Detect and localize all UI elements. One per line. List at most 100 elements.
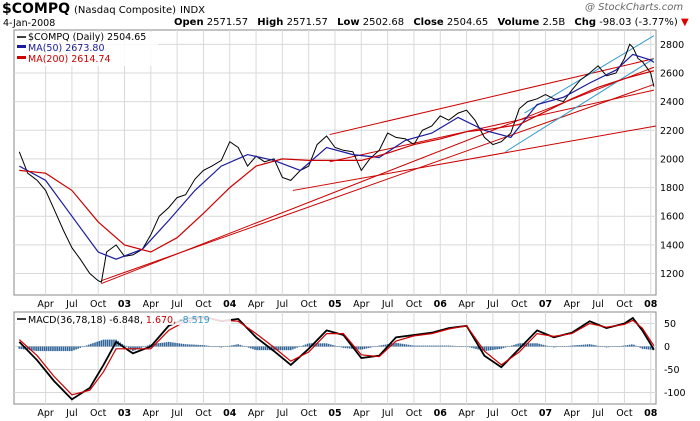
macd-x-tick-label: 06 bbox=[434, 408, 448, 419]
histogram-bar bbox=[553, 346, 555, 348]
histogram-bar bbox=[45, 346, 48, 352]
histogram-bar bbox=[199, 344, 202, 347]
histogram-bar bbox=[437, 345, 439, 347]
signal-line bbox=[18, 317, 655, 396]
histogram-bar bbox=[138, 346, 141, 349]
histogram-bar bbox=[239, 344, 242, 347]
histogram-bar bbox=[104, 339, 107, 347]
macd-x-tick-label: Apr bbox=[143, 408, 160, 419]
histogram-bar bbox=[628, 344, 631, 347]
price-x-tick-label: Oct bbox=[406, 299, 423, 310]
ma200-line bbox=[19, 70, 655, 253]
histogram-bar bbox=[397, 343, 399, 347]
histogram-bar bbox=[233, 345, 235, 347]
histogram-bar bbox=[300, 346, 303, 347]
histogram-bar bbox=[250, 346, 252, 349]
price-x-tick-label: 05 bbox=[328, 299, 341, 310]
histogram-bar bbox=[527, 343, 530, 347]
macd-x-tick-label: Oct bbox=[511, 408, 528, 419]
histogram-bar bbox=[294, 346, 296, 349]
histogram-bar bbox=[66, 346, 69, 352]
histogram-bar bbox=[83, 346, 86, 347]
macd-x-tick-label: Jul bbox=[276, 408, 288, 419]
histogram-bar bbox=[534, 343, 536, 347]
histogram-bar bbox=[31, 346, 33, 351]
price-x-tick-label: Jul bbox=[486, 299, 498, 310]
histogram-bar bbox=[649, 346, 652, 350]
histogram-bar bbox=[433, 345, 435, 347]
histogram-bar bbox=[214, 346, 216, 347]
histogram-bar bbox=[351, 346, 353, 349]
histogram-bar bbox=[228, 345, 231, 347]
histogram-bar bbox=[494, 346, 496, 350]
macd-legend-label: MACD(36,78,18) -6.848, 1.670, -8.519 bbox=[28, 315, 210, 326]
histogram-bar bbox=[71, 346, 73, 352]
histogram-bar bbox=[576, 345, 578, 347]
low-value: 2502.68 bbox=[362, 17, 405, 28]
histogram-bar bbox=[407, 344, 410, 347]
histogram-bar bbox=[26, 346, 29, 350]
price-x-tick-label: Oct bbox=[300, 299, 317, 310]
histogram-bar bbox=[435, 345, 437, 347]
histogram-bar bbox=[33, 346, 35, 351]
histogram-bar bbox=[645, 346, 648, 350]
macd-x-tick-label: 03 bbox=[118, 408, 131, 419]
histogram-bar bbox=[210, 346, 212, 347]
histogram-bar bbox=[426, 345, 429, 347]
histogram-bar bbox=[178, 343, 181, 347]
open-value: 2571.57 bbox=[206, 17, 249, 28]
histogram-bar bbox=[403, 344, 406, 347]
histogram-bar bbox=[445, 345, 448, 347]
histogram-bar bbox=[595, 345, 597, 347]
histogram-bar bbox=[212, 346, 214, 347]
price-x-tick-label: Jul bbox=[170, 299, 182, 310]
histogram-bar bbox=[125, 346, 128, 347]
histogram-bar bbox=[626, 345, 629, 347]
price-grid bbox=[14, 30, 656, 295]
price-legend-label: MA(200) 2614.74 bbox=[28, 54, 111, 65]
macd-series bbox=[18, 315, 655, 401]
price-legend-label: $COMPQ (Daily) 2504.65 bbox=[28, 32, 146, 43]
index-name: (Nasdaq Composite) bbox=[74, 5, 177, 16]
histogram-bar bbox=[289, 346, 292, 351]
histogram-bar bbox=[243, 346, 246, 347]
histogram-bar bbox=[601, 346, 604, 347]
histogram-bar bbox=[508, 346, 511, 347]
histogram-bar bbox=[342, 346, 345, 348]
histogram-bar bbox=[64, 346, 67, 352]
histogram-bar bbox=[471, 346, 473, 348]
close-label: Close bbox=[413, 17, 444, 28]
macd-legend-value: -6.848, bbox=[109, 315, 146, 326]
histogram-bar bbox=[572, 345, 574, 347]
price-line bbox=[18, 43, 655, 283]
chg-value: -98.03 (-3.77%) bbox=[599, 17, 678, 28]
price-x-tick-label: Apr bbox=[458, 299, 475, 310]
histogram-bar bbox=[43, 346, 46, 352]
histogram-bar bbox=[500, 346, 503, 349]
histogram-bar bbox=[380, 345, 383, 347]
histogram-bar bbox=[365, 346, 368, 349]
histogram-bar bbox=[643, 346, 646, 350]
histogram-bar bbox=[106, 339, 109, 347]
histogram-bar bbox=[372, 346, 374, 348]
histogram-bar bbox=[22, 346, 25, 350]
price-y-tick-label: 2000 bbox=[660, 154, 684, 165]
histogram-bar bbox=[85, 345, 88, 347]
histogram-bar bbox=[94, 342, 96, 347]
histogram-bar bbox=[130, 346, 132, 350]
histogram-bar bbox=[593, 345, 595, 347]
price-x-tick-label: 08 bbox=[644, 299, 658, 310]
histogram-bar bbox=[458, 346, 460, 347]
histogram-bar bbox=[176, 343, 178, 347]
histogram-bar bbox=[449, 345, 452, 347]
histogram-bar bbox=[184, 344, 187, 347]
histogram-bar bbox=[485, 346, 488, 351]
histogram-bar bbox=[492, 346, 494, 350]
histogram-bar bbox=[111, 339, 113, 347]
histogram-bar bbox=[395, 342, 397, 347]
macd-line bbox=[18, 315, 655, 401]
histogram-bar bbox=[292, 346, 294, 350]
histogram-bar bbox=[588, 344, 591, 347]
histogram-bar bbox=[647, 346, 650, 350]
histogram-bar bbox=[422, 345, 425, 347]
